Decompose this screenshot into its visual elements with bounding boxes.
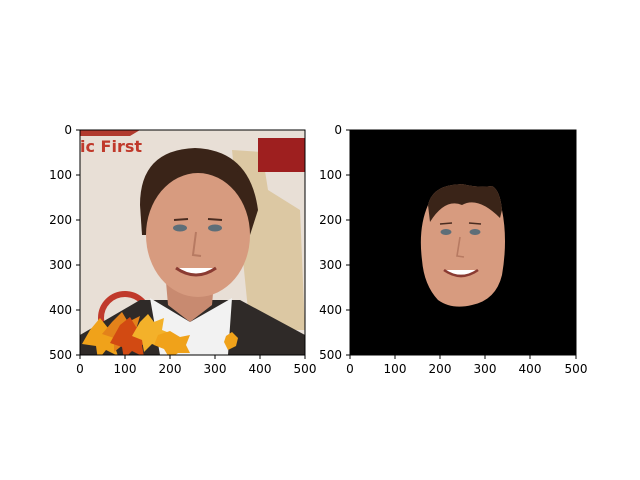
left-x-tick-label: 300 — [204, 362, 227, 376]
left-y-tick-label: 400 — [49, 303, 72, 317]
right-x-tick-label: 0 — [346, 362, 354, 376]
right-y-tick-label: 0 — [334, 123, 342, 137]
left-y-tick-label: 200 — [49, 213, 72, 227]
right-x-tick-label: 400 — [519, 362, 542, 376]
right-y-tick-label: 100 — [319, 168, 342, 182]
left-x-tick-label: 400 — [249, 362, 272, 376]
right-x-axis: 0 100 200 300 400 500 — [346, 355, 587, 376]
left-y-tick-label: 100 — [49, 168, 72, 182]
left-y-tick-label: 300 — [49, 258, 72, 272]
face-mask-cutout — [420, 184, 505, 307]
right-axes-frame — [349, 129, 577, 356]
left-panel: ic First — [49, 123, 316, 376]
right-x-tick-label: 500 — [565, 362, 588, 376]
photo-brand-text: ic First — [80, 137, 142, 156]
right-panel: 0 100 200 300 400 500 0 100 200 300 400 … — [319, 123, 587, 376]
right-x-tick-label: 100 — [384, 362, 407, 376]
left-x-tick-label: 100 — [114, 362, 137, 376]
right-x-tick-label: 200 — [429, 362, 452, 376]
right-y-tick-label: 500 — [319, 348, 342, 362]
right-y-tick-label: 400 — [319, 303, 342, 317]
right-y-tick-label: 300 — [319, 258, 342, 272]
left-y-tick-label: 0 — [64, 123, 72, 137]
left-axes-frame — [79, 129, 306, 356]
right-x-tick-label: 300 — [474, 362, 497, 376]
right-y-axis: 0 100 200 300 400 500 — [319, 123, 350, 362]
right-y-tick-label: 200 — [319, 213, 342, 227]
left-x-axis: 0 100 200 300 400 500 — [76, 355, 316, 376]
left-image: ic First — [80, 130, 305, 355]
left-y-tick-label: 500 — [49, 348, 72, 362]
left-x-tick-label: 200 — [159, 362, 182, 376]
left-x-tick-label: 0 — [76, 362, 84, 376]
left-x-tick-label: 500 — [294, 362, 317, 376]
left-y-axis: 0 100 200 300 400 500 — [49, 123, 80, 362]
autumn-leaves-overlay — [82, 312, 238, 355]
